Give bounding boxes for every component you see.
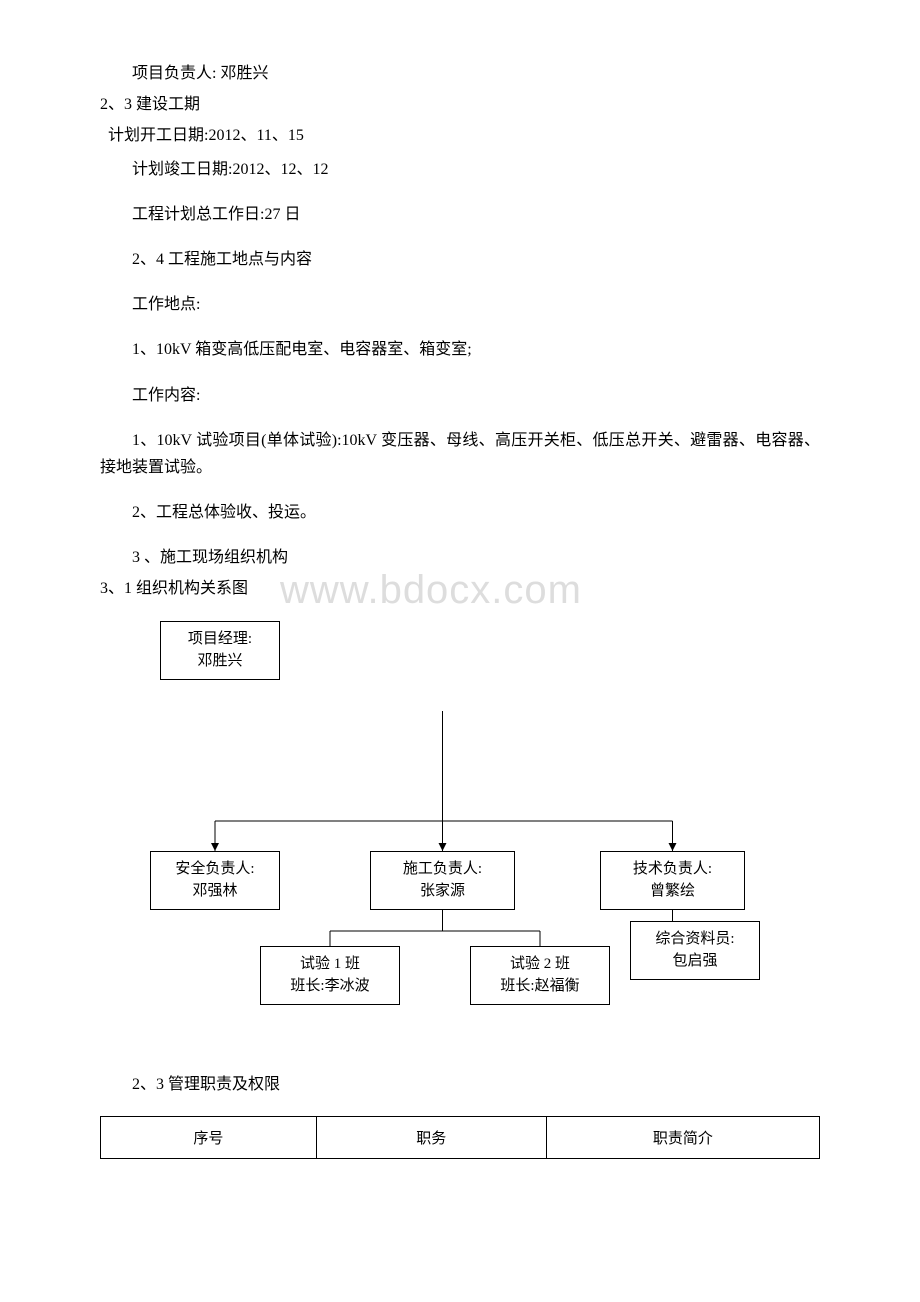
total-work-days: 工程计划总工作日:27 日 [100, 201, 820, 228]
table-col-2: 职责简介 [546, 1116, 819, 1158]
work-content-2: 2、工程总体验收、投运。 [100, 499, 820, 526]
org-team2-role: 试验 2 班 [479, 953, 601, 976]
org-tech-name: 曾繁绘 [609, 880, 736, 903]
org-box-team2: 试验 2 班 班长:赵福衡 [470, 946, 610, 1005]
work-content-label: 工作内容: [100, 382, 820, 409]
table-col-1: 职务 [316, 1116, 546, 1158]
org-doc-role: 综合资料员: [639, 928, 751, 951]
document-body: 项目负责人: 邓胜兴 2、3 建设工期 计划开工日期:2012、11、15 计划… [100, 60, 820, 1159]
org-construction-role: 施工负责人: [379, 858, 506, 881]
plan-end-date: 计划竣工日期:2012、12、12 [100, 156, 820, 183]
org-tech-role: 技术负责人: [609, 858, 736, 881]
table-col-0: 序号 [101, 1116, 317, 1158]
section-3-1: 3、1 组织机构关系图 [100, 575, 820, 602]
org-chart: 项目经理: 邓胜兴 安全负责人: 邓强林 施工负责人: 张家源 技术负责人: 曾… [100, 611, 820, 1031]
org-box-construction: 施工负责人: 张家源 [370, 851, 515, 910]
section-2-3-b: 2、3 管理职责及权限 [100, 1071, 820, 1098]
org-box-safety: 安全负责人: 邓强林 [150, 851, 280, 910]
org-doc-name: 包启强 [639, 950, 751, 973]
table-row: 序号 职务 职责简介 [101, 1116, 820, 1158]
org-box-tech: 技术负责人: 曾繁绘 [600, 851, 745, 910]
org-team2-name: 班长:赵福衡 [479, 975, 601, 998]
responsibilities-table: 序号 职务 职责简介 [100, 1116, 820, 1159]
org-construction-name: 张家源 [379, 880, 506, 903]
work-place-1: 1、10kV 箱变高低压配电室、电容器室、箱变室; [100, 336, 820, 363]
org-box-pm: 项目经理: 邓胜兴 [160, 621, 280, 680]
section-3: 3 、施工现场组织机构 [100, 544, 820, 571]
plan-start-date: 计划开工日期:2012、11、15 [100, 122, 820, 149]
org-safety-name: 邓强林 [159, 880, 271, 903]
section-2-3: 2、3 建设工期 [100, 91, 820, 118]
org-pm-name: 邓胜兴 [169, 650, 271, 673]
org-team1-role: 试验 1 班 [269, 953, 391, 976]
section-2-4: 2、4 工程施工地点与内容 [100, 246, 820, 273]
project-leader-line: 项目负责人: 邓胜兴 [100, 60, 820, 87]
org-team1-name: 班长:李冰波 [269, 975, 391, 998]
org-box-doc: 综合资料员: 包启强 [630, 921, 760, 980]
org-box-team1: 试验 1 班 班长:李冰波 [260, 946, 400, 1005]
org-pm-role: 项目经理: [169, 628, 271, 651]
work-content-1: 1、10kV 试验项目(单体试验):10kV 变压器、母线、高压开关柜、低压总开… [100, 427, 820, 481]
org-safety-role: 安全负责人: [159, 858, 271, 881]
work-place-label: 工作地点: [100, 291, 820, 318]
